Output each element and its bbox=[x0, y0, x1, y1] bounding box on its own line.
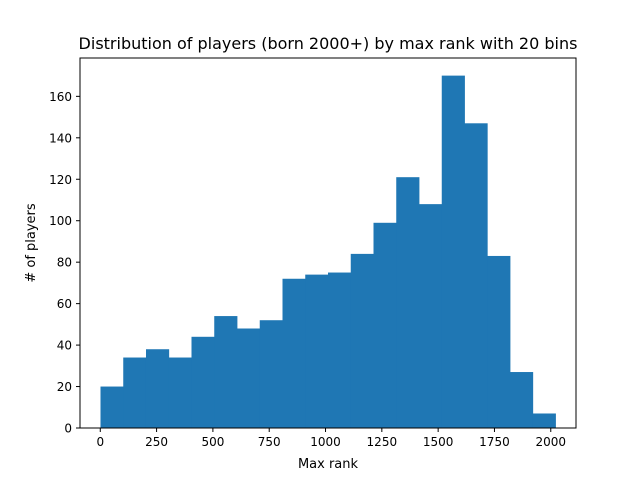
x-tick-label: 250 bbox=[145, 435, 168, 449]
y-tick-label: 80 bbox=[57, 256, 72, 270]
y-tick-label: 100 bbox=[49, 214, 72, 228]
histogram-bar bbox=[123, 357, 147, 428]
histogram-bar bbox=[419, 204, 443, 428]
bars-group bbox=[100, 75, 556, 428]
y-tick-label: 20 bbox=[57, 380, 72, 394]
x-tick-label: 1750 bbox=[479, 435, 510, 449]
histogram-bar bbox=[510, 372, 534, 428]
histogram-bar bbox=[168, 357, 192, 428]
x-tick-label: 2000 bbox=[535, 435, 566, 449]
y-tick-label: 40 bbox=[57, 339, 72, 353]
y-tick-label: 160 bbox=[49, 90, 72, 104]
y-tick-label: 140 bbox=[49, 131, 72, 145]
histogram-bar bbox=[191, 336, 215, 428]
histogram-bar bbox=[100, 386, 124, 428]
histogram-bar bbox=[350, 253, 374, 428]
histogram-bar bbox=[328, 272, 352, 428]
histogram-bar bbox=[487, 255, 511, 428]
x-axis-label: Max rank bbox=[298, 457, 359, 472]
histogram-bar bbox=[305, 274, 329, 428]
x-tick-label: 1500 bbox=[423, 435, 454, 449]
histogram-bar bbox=[145, 349, 170, 428]
x-tick-label: 0 bbox=[96, 435, 104, 449]
x-tick-label: 500 bbox=[201, 435, 224, 449]
y-axis-label: # of players bbox=[24, 203, 39, 283]
histogram-bar bbox=[259, 320, 283, 428]
histogram-bar bbox=[214, 316, 238, 428]
chart-title: Distribution of players (born 2000+) by … bbox=[79, 34, 578, 53]
x-tick-label: 750 bbox=[258, 435, 281, 449]
plot-area-frame bbox=[79, 57, 577, 429]
y-axis-ticks: 0 20 40 60 80 100 120 140 160 bbox=[49, 90, 80, 436]
x-tick-label: 1000 bbox=[310, 435, 341, 449]
x-tick-label: 1250 bbox=[367, 435, 398, 449]
histogram-bar bbox=[282, 278, 306, 428]
x-axis-ticks: 0 250 500 750 1000 1250 1500 1750 2000 bbox=[96, 428, 566, 449]
histogram-bar bbox=[373, 222, 397, 428]
histogram-bar bbox=[464, 123, 488, 428]
histogram-bar bbox=[236, 328, 261, 428]
histogram-bar bbox=[532, 413, 556, 428]
histogram-bar bbox=[396, 177, 420, 428]
y-tick-label: 60 bbox=[57, 297, 72, 311]
y-tick-label: 0 bbox=[64, 422, 72, 436]
histogram-bar bbox=[441, 75, 465, 428]
y-tick-label: 120 bbox=[49, 173, 72, 187]
